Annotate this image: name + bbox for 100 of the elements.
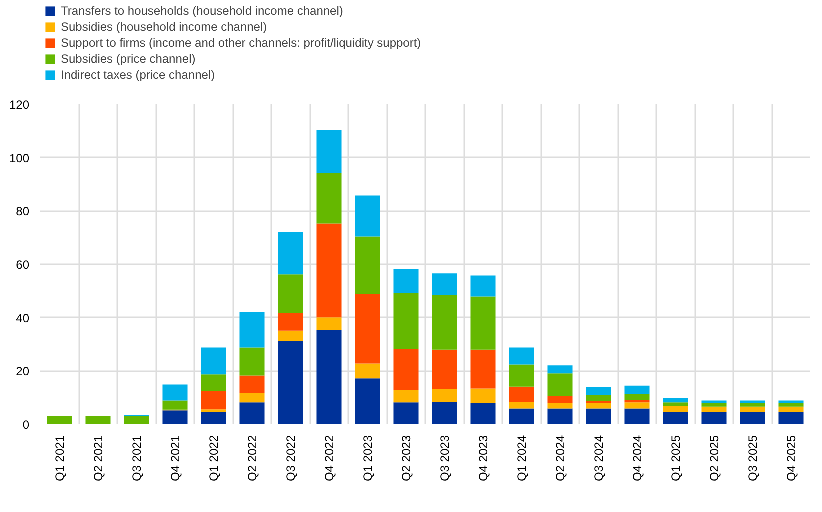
x-tick-label: Q2 2023 xyxy=(399,435,414,482)
y-tick-label: 0 xyxy=(22,418,30,432)
bar xyxy=(624,408,650,424)
legend-label: Indirect taxes (price channel) xyxy=(61,68,216,82)
bar xyxy=(470,276,496,297)
bar xyxy=(432,402,458,424)
bar xyxy=(586,387,612,396)
bar xyxy=(702,400,727,404)
x-tick-label: Q3 2023 xyxy=(438,435,452,482)
bar xyxy=(278,232,304,275)
bar xyxy=(355,378,380,424)
bar xyxy=(778,403,804,407)
x-tick-label: Q4 2025 xyxy=(784,435,798,482)
bar xyxy=(316,224,342,318)
x-tick-label: Q2 2025 xyxy=(707,435,722,482)
bar xyxy=(740,412,766,424)
bar xyxy=(624,402,650,409)
bar xyxy=(548,374,573,396)
bar xyxy=(201,374,226,392)
bar xyxy=(394,293,419,350)
bar xyxy=(624,400,650,403)
x-tick-label: Q1 2024 xyxy=(514,435,529,482)
bar xyxy=(432,274,458,296)
bar xyxy=(624,394,650,400)
bar xyxy=(702,406,727,412)
bar xyxy=(355,236,380,294)
x-tick-label: Q1 2022 xyxy=(206,435,221,482)
bar xyxy=(394,349,419,390)
bar xyxy=(316,130,342,174)
bar xyxy=(355,196,380,237)
bar xyxy=(624,386,650,394)
x-tick-label: Q1 2021 xyxy=(52,435,67,482)
bar xyxy=(586,395,612,402)
x-tick-label: Q2 2022 xyxy=(245,435,260,482)
bar xyxy=(470,296,496,350)
bar xyxy=(778,412,804,424)
bar xyxy=(240,348,265,376)
bar xyxy=(509,348,534,365)
x-tick-label: Q3 2024 xyxy=(592,435,606,482)
bar xyxy=(778,400,804,404)
bar xyxy=(548,366,573,374)
y-tick-label: 20 xyxy=(16,364,30,379)
bar xyxy=(778,406,804,412)
bar xyxy=(240,376,265,394)
bar xyxy=(509,386,534,402)
bar xyxy=(162,410,188,424)
bar xyxy=(162,384,188,401)
x-tick-label: Q4 2022 xyxy=(322,435,336,482)
x-tick-label: Q4 2021 xyxy=(168,435,182,482)
bar xyxy=(702,412,727,424)
bar xyxy=(470,350,496,389)
x-tick-label: Q3 2025 xyxy=(746,435,760,482)
x-tick-label: Q4 2023 xyxy=(476,435,490,482)
bar xyxy=(470,403,496,424)
bar xyxy=(702,403,727,407)
x-tick-label: Q1 2023 xyxy=(360,435,375,482)
bar xyxy=(355,364,380,379)
x-tick-label: Q2 2021 xyxy=(91,435,106,482)
bar xyxy=(240,312,265,348)
bar xyxy=(201,412,226,424)
bar xyxy=(548,403,573,409)
legend-label: Transfers to households (household income channel) xyxy=(61,4,344,18)
bar xyxy=(740,406,766,412)
bar xyxy=(47,416,72,424)
bar xyxy=(86,416,111,424)
bar xyxy=(316,173,342,224)
x-tick-label: Q3 2021 xyxy=(130,435,144,482)
bar xyxy=(663,406,688,412)
x-tick-label: Q1 2025 xyxy=(668,435,683,482)
y-tick-label: 40 xyxy=(16,311,30,326)
bar xyxy=(201,391,226,410)
bar xyxy=(316,318,342,330)
x-tick-label: Q4 2024 xyxy=(630,435,644,482)
bar xyxy=(509,364,534,387)
bar xyxy=(316,330,342,424)
bar xyxy=(432,350,458,390)
bar xyxy=(201,348,226,375)
bar xyxy=(432,389,458,402)
x-tick-label: Q2 2024 xyxy=(553,435,568,482)
bar xyxy=(124,416,150,424)
bar xyxy=(663,412,688,424)
bar xyxy=(394,390,419,403)
bar xyxy=(548,408,573,424)
y-tick-label: 120 xyxy=(9,98,30,112)
bar xyxy=(394,269,419,294)
y-tick-label: 80 xyxy=(16,204,30,219)
bar xyxy=(278,330,304,342)
legend-label: Subsidies (household income channel) xyxy=(61,20,268,34)
y-tick-label: 100 xyxy=(9,151,30,166)
bar xyxy=(740,400,766,404)
bar xyxy=(432,295,458,350)
bar xyxy=(509,408,534,424)
bar xyxy=(201,410,226,412)
bar xyxy=(663,402,688,406)
bar xyxy=(663,398,688,403)
bar xyxy=(278,341,304,424)
bar xyxy=(394,402,419,424)
y-tick-label: 60 xyxy=(16,258,30,272)
bar xyxy=(586,408,612,424)
bar xyxy=(740,403,766,407)
